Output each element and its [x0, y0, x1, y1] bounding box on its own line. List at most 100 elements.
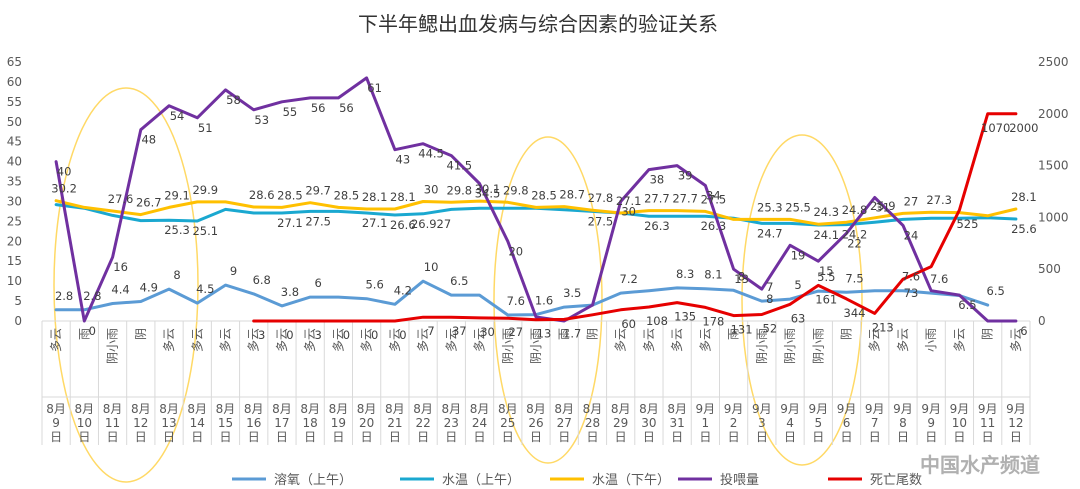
legend-label: 水温（下午）: [592, 473, 670, 488]
series-lines: [54, 76, 1018, 323]
weather-label: 雨: [727, 328, 741, 340]
weather-label: 多云: [303, 328, 317, 352]
data-label: 0: [89, 324, 96, 338]
data-label: 27.5: [305, 214, 331, 228]
data-label: 26.927: [411, 217, 451, 231]
data-label: 6.5: [958, 298, 976, 312]
date-label: 8月 23 日: [441, 402, 461, 444]
data-label: 4.5: [196, 282, 214, 296]
data-label: 3: [315, 328, 322, 342]
data-label: 7: [427, 324, 434, 338]
weather-label: 雨: [557, 328, 571, 340]
chart-title: 下半年鳃出血发病与综合因素的验证关系: [358, 12, 718, 36]
data-label: 55: [283, 105, 298, 119]
y-left-tick-label: 50: [7, 115, 22, 129]
weather-label: 阴小雨: [529, 328, 543, 364]
data-label: 13: [734, 272, 749, 286]
weather-label: 多云: [868, 328, 882, 352]
y-right-tick-label: 2000: [1038, 107, 1069, 121]
data-label: 37: [452, 324, 467, 338]
data-label: 1.7: [563, 326, 581, 340]
data-label: 40: [57, 165, 72, 179]
series-line-4: [252, 112, 1018, 323]
data-label: 6: [315, 276, 322, 290]
data-label: 48: [141, 133, 156, 147]
data-label: 10: [424, 260, 439, 274]
data-label: 4.4: [111, 282, 129, 296]
y-left-tick-label: 35: [7, 175, 22, 189]
data-label: 28.5: [334, 188, 360, 202]
data-label: 27.8: [588, 191, 614, 205]
data-label: 34: [706, 189, 721, 203]
date-label: 9月 12 日: [1006, 402, 1026, 444]
y-right-tick-label: 0: [1038, 314, 1046, 328]
data-label: 9: [230, 264, 237, 278]
data-label: 8.3: [676, 267, 694, 281]
data-label: 131: [731, 323, 753, 337]
data-label: 3.8: [281, 285, 299, 299]
data-label: 56: [311, 101, 326, 115]
y-left-tick-label: 5: [14, 294, 22, 308]
data-label: 2000: [1009, 121, 1038, 135]
weather-label: 多云: [952, 328, 966, 352]
weather-label: 阴: [134, 328, 148, 340]
data-label: 2.8: [55, 289, 73, 303]
data-label: 26.3: [701, 219, 727, 233]
weather-label: 小雨: [924, 328, 938, 352]
data-label: 7.6: [507, 294, 525, 308]
weather-label: 阴小雨: [501, 328, 515, 364]
weather-label: 多云: [218, 328, 232, 352]
data-label: 24.3: [813, 205, 839, 219]
data-label: 63: [791, 311, 806, 325]
y-left-tick-label: 55: [7, 95, 22, 109]
date-label: 8月 19 日: [329, 402, 349, 444]
date-label: 8月 29 日: [611, 402, 631, 444]
date-label: 9月 10 日: [950, 402, 970, 444]
date-label: 8月 21 日: [385, 402, 405, 444]
data-label: 30.1: [475, 182, 501, 196]
weather-label: 多云: [698, 328, 712, 352]
data-label: 28.5: [531, 188, 557, 202]
legend-label: 水温（上午）: [442, 473, 520, 488]
data-label: 28.6: [249, 188, 275, 202]
data-label: 29.9: [192, 183, 218, 197]
weather-label: 阴: [981, 328, 995, 340]
data-label: 7.6: [930, 272, 948, 286]
data-label: 26.7: [136, 196, 162, 210]
data-label: 24.1: [813, 228, 839, 242]
date-label: 9月 11 日: [978, 402, 998, 444]
data-label: 29.7: [305, 184, 331, 198]
date-label: 8月 28 日: [583, 402, 603, 444]
data-label: 53: [254, 113, 269, 127]
data-label: 6.5: [450, 274, 468, 288]
data-label: 28.1: [362, 190, 388, 204]
weather-label: 阴: [840, 328, 854, 340]
weather-label: 多云: [614, 328, 628, 352]
data-label: 7: [766, 280, 773, 294]
date-label: 9月 3 日: [752, 402, 772, 444]
data-label: 61: [367, 81, 382, 95]
date-label: 9月 6 日: [837, 402, 857, 444]
data-label: 27.7: [672, 192, 698, 206]
y-left-tick-label: 30: [7, 194, 22, 208]
date-label: 8月 12 日: [131, 402, 151, 444]
y-left-tick-label: 20: [7, 234, 22, 248]
data-label: 27.7: [644, 192, 670, 206]
y-left-tick-label: 15: [7, 254, 22, 268]
data-label: 22: [847, 236, 862, 250]
data-label: 30: [621, 204, 636, 218]
data-label: 27: [508, 325, 523, 339]
data-label: 27: [904, 194, 919, 208]
weather-label: 多云: [896, 328, 910, 352]
data-label: 525: [956, 217, 978, 231]
weather-label: 多云: [670, 328, 684, 352]
weather-label: 多云: [473, 328, 487, 352]
date-label: 8月 27 日: [554, 402, 574, 444]
data-label: 25.9: [870, 199, 896, 213]
legend-label: 投喂量: [720, 472, 759, 488]
data-label: 26.3: [644, 219, 670, 233]
date-label: 8月 26 日: [526, 402, 546, 444]
data-label: 28.7: [559, 188, 585, 202]
y-left-tick-label: 40: [7, 155, 22, 169]
